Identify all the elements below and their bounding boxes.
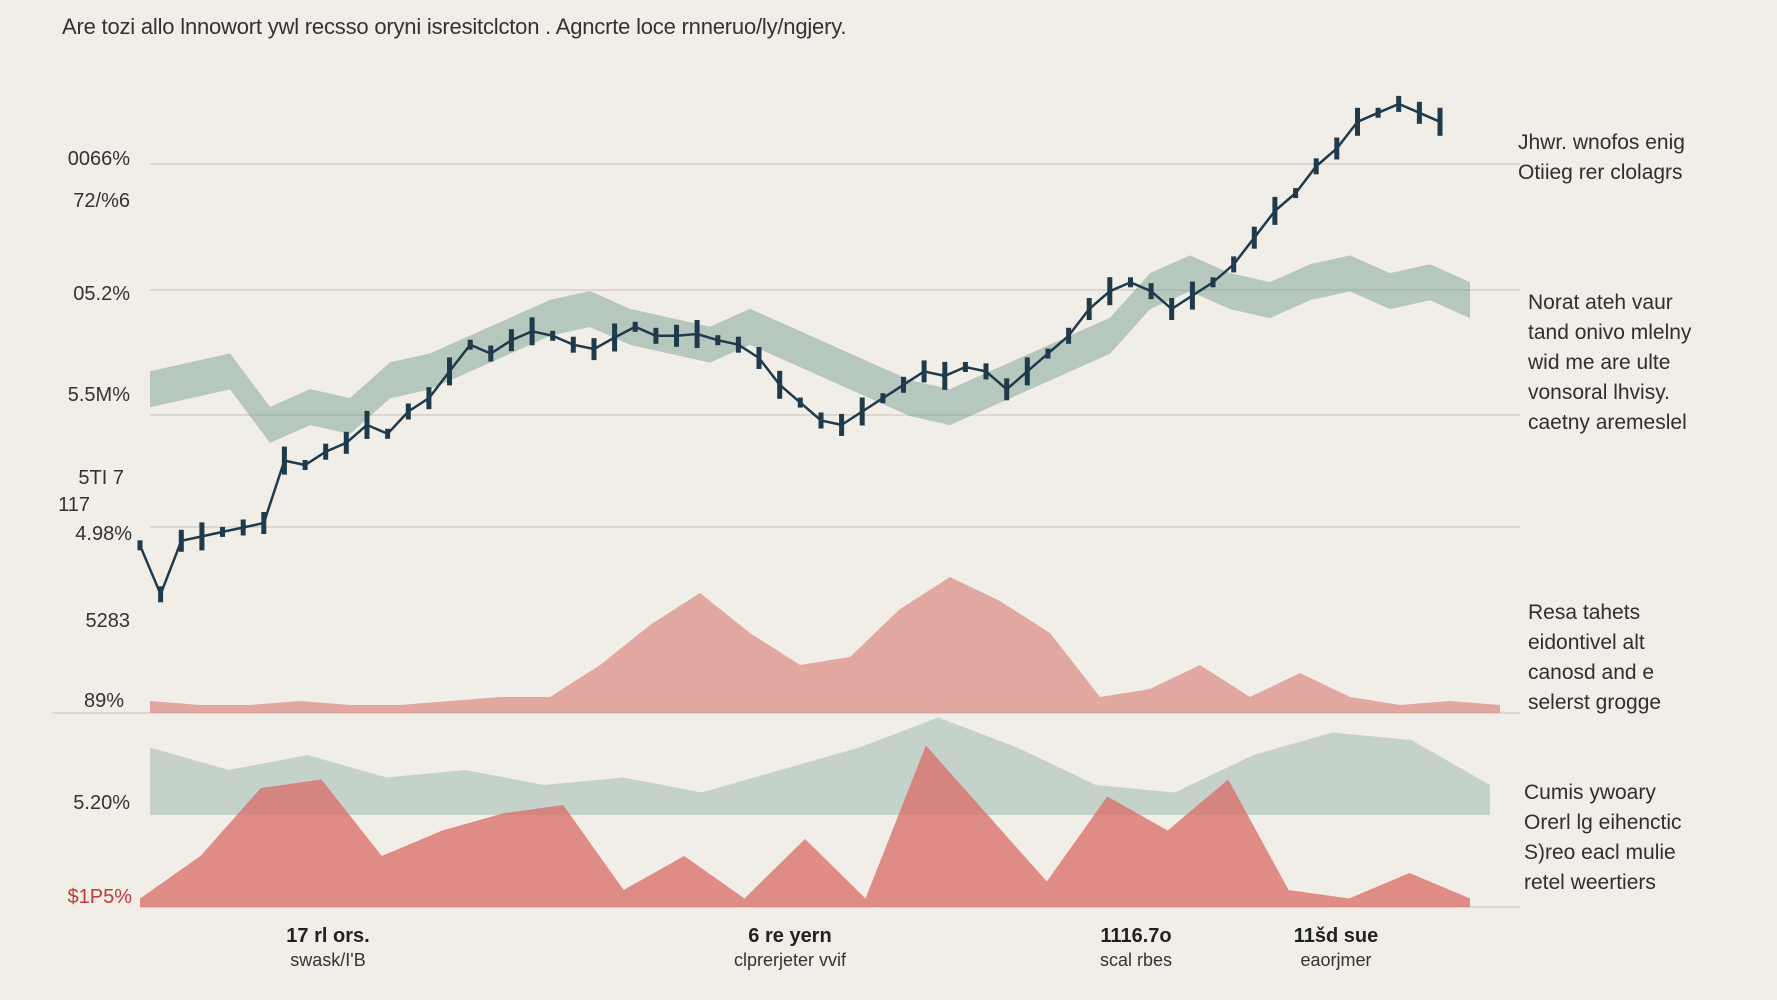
candle-mark <box>302 460 308 470</box>
x-tick-label: 6 re yern clprerjeter vvif <box>690 924 890 972</box>
candle-mark <box>1189 281 1195 310</box>
candle-mark <box>921 360 927 383</box>
candle-mark <box>405 403 411 420</box>
annotation-mid: Norat ateh vaur tand onivo mlelny wid me… <box>1528 291 1692 434</box>
x-tick-sub: swask/I'B <box>290 950 366 970</box>
chart-title: Are tozi allo lnnowort ywl recsso oryni … <box>62 14 847 39</box>
candle-mark <box>550 330 556 341</box>
candle-mark <box>1169 298 1175 320</box>
x-tick-value: 11šd sue <box>1293 925 1379 947</box>
candle-mark <box>426 387 432 410</box>
candle-mark <box>1293 188 1299 199</box>
candle-mark <box>777 370 783 399</box>
candle-mark <box>158 586 164 603</box>
candle-mark <box>1107 277 1113 306</box>
candle-mark <box>1437 107 1443 136</box>
candle-mark <box>1231 256 1237 273</box>
y-tick-label: 5.20% <box>73 792 130 814</box>
candle-mark <box>323 443 329 460</box>
candle-mark <box>178 529 184 552</box>
candle-mark <box>1128 277 1133 288</box>
candle-mark <box>199 522 205 551</box>
candle-mark <box>983 363 989 380</box>
candle-mark <box>756 347 762 369</box>
y-tick-label: 5283 <box>85 610 131 632</box>
red-area-lower <box>140 745 1470 907</box>
candle-mark <box>1086 298 1092 320</box>
candle-mark <box>1004 378 1010 401</box>
y-tick-label: 72/%6 <box>73 190 130 212</box>
candle-mark <box>1024 357 1030 386</box>
candle-mark <box>942 361 948 390</box>
green-area-lower <box>150 717 1490 815</box>
annotation-bottom: Cumis ywoary Orerl lg eihenctic S)reo ea… <box>1524 781 1682 894</box>
candle-mark <box>859 397 865 426</box>
y-tick-label: 5TI 7 <box>78 467 124 489</box>
y-tick-label: 4.98% <box>75 523 132 545</box>
candle-mark <box>1375 107 1381 118</box>
candle-mark <box>1066 327 1072 344</box>
candle-mark <box>1416 101 1422 124</box>
x-tick-label: 17 rl ors. swask/I'B <box>228 924 428 972</box>
candle-mark <box>612 323 618 352</box>
candle-mark <box>1313 158 1319 175</box>
y-tick-label: 117 <box>58 494 90 516</box>
x-tick-value: 17 rl ors. <box>286 925 370 947</box>
candle-mark <box>1210 277 1216 288</box>
candle-mark <box>1251 226 1257 249</box>
candle-mark <box>343 431 349 454</box>
candle-mark <box>447 357 452 386</box>
candle-mark <box>1334 137 1340 160</box>
x-tick-label: 11šd sue eaorjmer <box>1236 924 1436 972</box>
candle-mark <box>1272 196 1278 225</box>
green-band-area <box>150 255 1470 443</box>
candle-mark <box>818 412 824 429</box>
candle-mark <box>467 339 473 350</box>
x-tick-value: 1116.7o <box>1100 925 1172 947</box>
y-tick-label: 89% <box>83 690 124 712</box>
candle-mark <box>1396 95 1402 112</box>
candle-mark <box>240 519 246 536</box>
annotation-lower: Resa tahets eidontivel alt canosd and e … <box>1528 601 1662 714</box>
candle-mark <box>962 362 968 372</box>
candle-mark <box>674 324 679 347</box>
candle-mark <box>735 336 741 353</box>
candle-mark <box>694 320 700 348</box>
candle-mark <box>797 397 803 408</box>
candle-mark <box>632 321 638 332</box>
y-tick-label: $1P5% <box>67 886 133 908</box>
main-price-line <box>138 102 1441 598</box>
candle-mark <box>1148 283 1154 300</box>
candle-mark <box>1045 348 1051 359</box>
candle-mark <box>281 446 287 475</box>
x-tick-sub: clprerjeter vvif <box>733 950 847 970</box>
x-tick-label: 1116.7o scal rbes <box>1036 924 1236 972</box>
candle-mark <box>220 526 225 537</box>
y-tick-label: 05.2% <box>73 283 130 305</box>
candle-mark <box>364 410 370 439</box>
candle-mark <box>385 428 391 439</box>
candle-mark <box>653 327 659 344</box>
x-tick-sub: scal rbes <box>1099 950 1173 970</box>
candle-mark <box>508 329 514 352</box>
candle-mark <box>529 317 535 346</box>
candle-mark <box>880 393 886 404</box>
candle-mark <box>261 512 267 534</box>
candle-mark <box>839 413 845 436</box>
candle-mark <box>570 336 576 353</box>
candle-mark <box>901 376 906 393</box>
y-tick-label: 5.5M% <box>67 384 130 406</box>
candle-mark <box>488 345 494 362</box>
candle-mark <box>591 338 597 361</box>
candle-mark <box>137 540 143 551</box>
candle-mark <box>715 335 721 346</box>
annotation-top: Jhwr. wnofos enig Otiieg rer clolagrs <box>1518 131 1685 184</box>
candle-mark <box>1355 107 1360 136</box>
y-tick-label: 0066% <box>67 148 130 170</box>
red-area-upper <box>150 577 1500 713</box>
x-tick-sub: eaorjmer <box>1300 950 1372 970</box>
x-tick-value: 6 re yern <box>748 925 832 947</box>
